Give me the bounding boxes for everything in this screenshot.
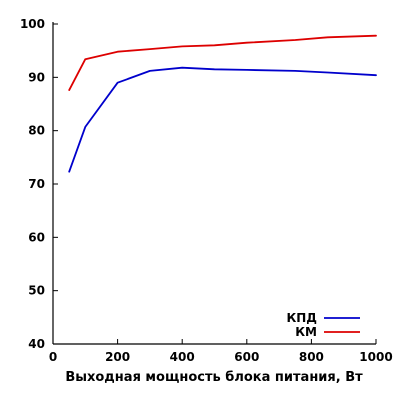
y-tick-label: 90 [28,70,45,84]
x-tick-label: 200 [105,350,130,364]
legend-label-0: КПД [286,311,317,325]
y-tick-label: 70 [28,177,45,191]
series-line-0 [68,66,377,173]
legend-label-1: КМ [295,325,317,339]
x-tick-label: 1000 [359,350,392,364]
y-tick-label: 80 [28,124,45,138]
y-tick-label: 100 [20,17,45,31]
x-axis-title: Выходная мощность блока питания, Вт [65,370,363,385]
x-tick-label: 800 [299,350,324,364]
series-line-1 [68,34,377,91]
y-tick-label: 60 [28,230,45,244]
series-layer [68,34,377,173]
y-tick-label: 40 [28,337,45,351]
x-tick-label: 600 [234,350,259,364]
x-tick-label: 400 [170,350,195,364]
x-tick-label: 0 [49,350,57,364]
plot-area [53,15,376,344]
y-tick-label: 50 [28,284,45,298]
